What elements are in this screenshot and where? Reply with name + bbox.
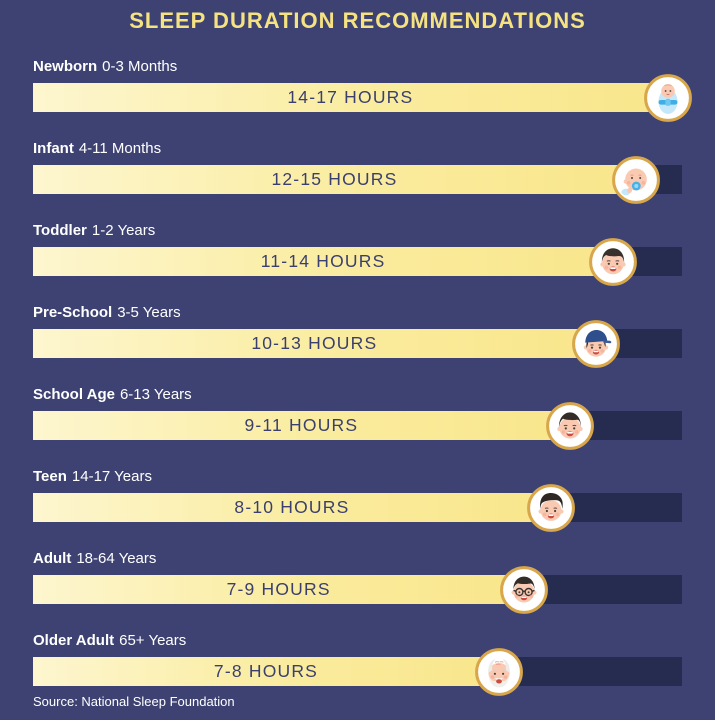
teen-face-icon [526,483,575,532]
bar-chart: Newborn 0-3 Months 14-17 HOURS [33,57,692,696]
sleep-row-preschool: Pre-School 3-5 Years 10-13 HOURS [33,303,682,368]
baby-with-pacifier-icon [612,155,660,204]
age-group-name: Infant [33,140,74,157]
age-range: 18-64 Years [76,550,157,567]
age-group-name: Pre-School [33,304,113,321]
age-range: 1-2 Years [91,222,156,239]
sleep-row-school-age: School Age 6-13 Years 9-11 HOURS [33,385,682,450]
age-range: 6-13 Years [119,386,192,403]
sleep-bar: 8-10 HOURS [33,483,575,532]
bar-track: 11-14 HOURS [33,237,682,286]
page-title: SLEEP DURATION RECOMMENDATIONS [129,8,586,33]
sleep-row-adult: Adult 18-64 Years 7-9 HOURS [33,549,682,614]
age-range: 14-17 Years [71,468,152,485]
boy-face-icon [545,401,594,450]
man-with-glasses-icon [500,565,549,614]
bar-track: 8-10 HOURS [33,483,682,532]
bar-track: 7-8 HOURS [33,647,682,696]
source-note: Source: National Sleep Foundation [33,694,235,709]
age-range: 0-3 Months [102,58,178,75]
bar-track: 7-9 HOURS [33,565,682,614]
age-group-name: Toddler [33,222,87,239]
bar-track: 14-17 HOURS [33,73,692,122]
child-with-cap-icon [571,319,620,368]
sleep-row-teen: Teen 14-17 Years 8-10 HOURS [33,467,682,532]
sleep-row-newborn: Newborn 0-3 Months 14-17 HOURS [33,57,692,122]
sleep-bar: 7-8 HOURS [33,647,523,696]
row-label: Newborn 0-3 Months [33,57,682,76]
bar-track: 12-15 HOURS [33,155,682,204]
hours-label: 7-9 HOURS [226,579,331,599]
hours-label: 10-13 HOURS [251,333,378,353]
sleep-bar: 11-14 HOURS [33,237,638,286]
hours-label: 8-10 HOURS [234,497,350,517]
row-label: Older Adult 65+ Years [33,631,682,650]
hours-label: 7-8 HOURS [213,661,319,681]
age-range: 4-11 Months [78,140,162,157]
age-range: 3-5 Years [117,304,181,321]
row-label: Teen 14-17 Years [33,467,682,486]
row-label: Adult 18-64 Years [33,549,682,568]
older-man-face-icon [475,647,523,696]
row-label: Infant 4-11 Months [33,139,682,158]
row-label: Toddler 1-2 Years [33,221,682,240]
age-group-name: Teen [33,468,67,485]
hours-label: 9-11 HOURS [244,415,359,435]
age-range: 65+ Years [119,632,187,649]
age-group-name: Older Adult [33,632,115,649]
age-group-name: Newborn [33,58,98,75]
swaddled-newborn-icon [643,73,692,122]
sleep-bar: 12-15 HOURS [33,155,660,204]
row-label: School Age 6-13 Years [33,385,682,404]
sleep-row-toddler: Toddler 1-2 Years 11-14 HOURS [33,221,682,286]
hours-label: 12-15 HOURS [271,169,398,189]
toddler-face-icon [589,237,638,286]
sleep-row-older-adult: Older Adult 65+ Years 7-8 HOURS [33,631,682,696]
bar-track: 9-11 HOURS [33,401,682,450]
row-label: Pre-School 3-5 Years [33,303,682,322]
age-group-name: School Age [33,386,115,403]
sleep-bar: 14-17 HOURS [33,73,692,122]
hours-label: 11-14 HOURS [260,251,386,271]
age-group-name: Adult [33,550,72,567]
hours-label: 14-17 HOURS [287,87,414,107]
sleep-bar: 9-11 HOURS [33,401,594,450]
bar-track: 10-13 HOURS [33,319,682,368]
sleep-row-infant: Infant 4-11 Months 12-15 HOURS [33,139,682,204]
sleep-bar: 10-13 HOURS [33,319,620,368]
sleep-bar: 7-9 HOURS [33,565,549,614]
